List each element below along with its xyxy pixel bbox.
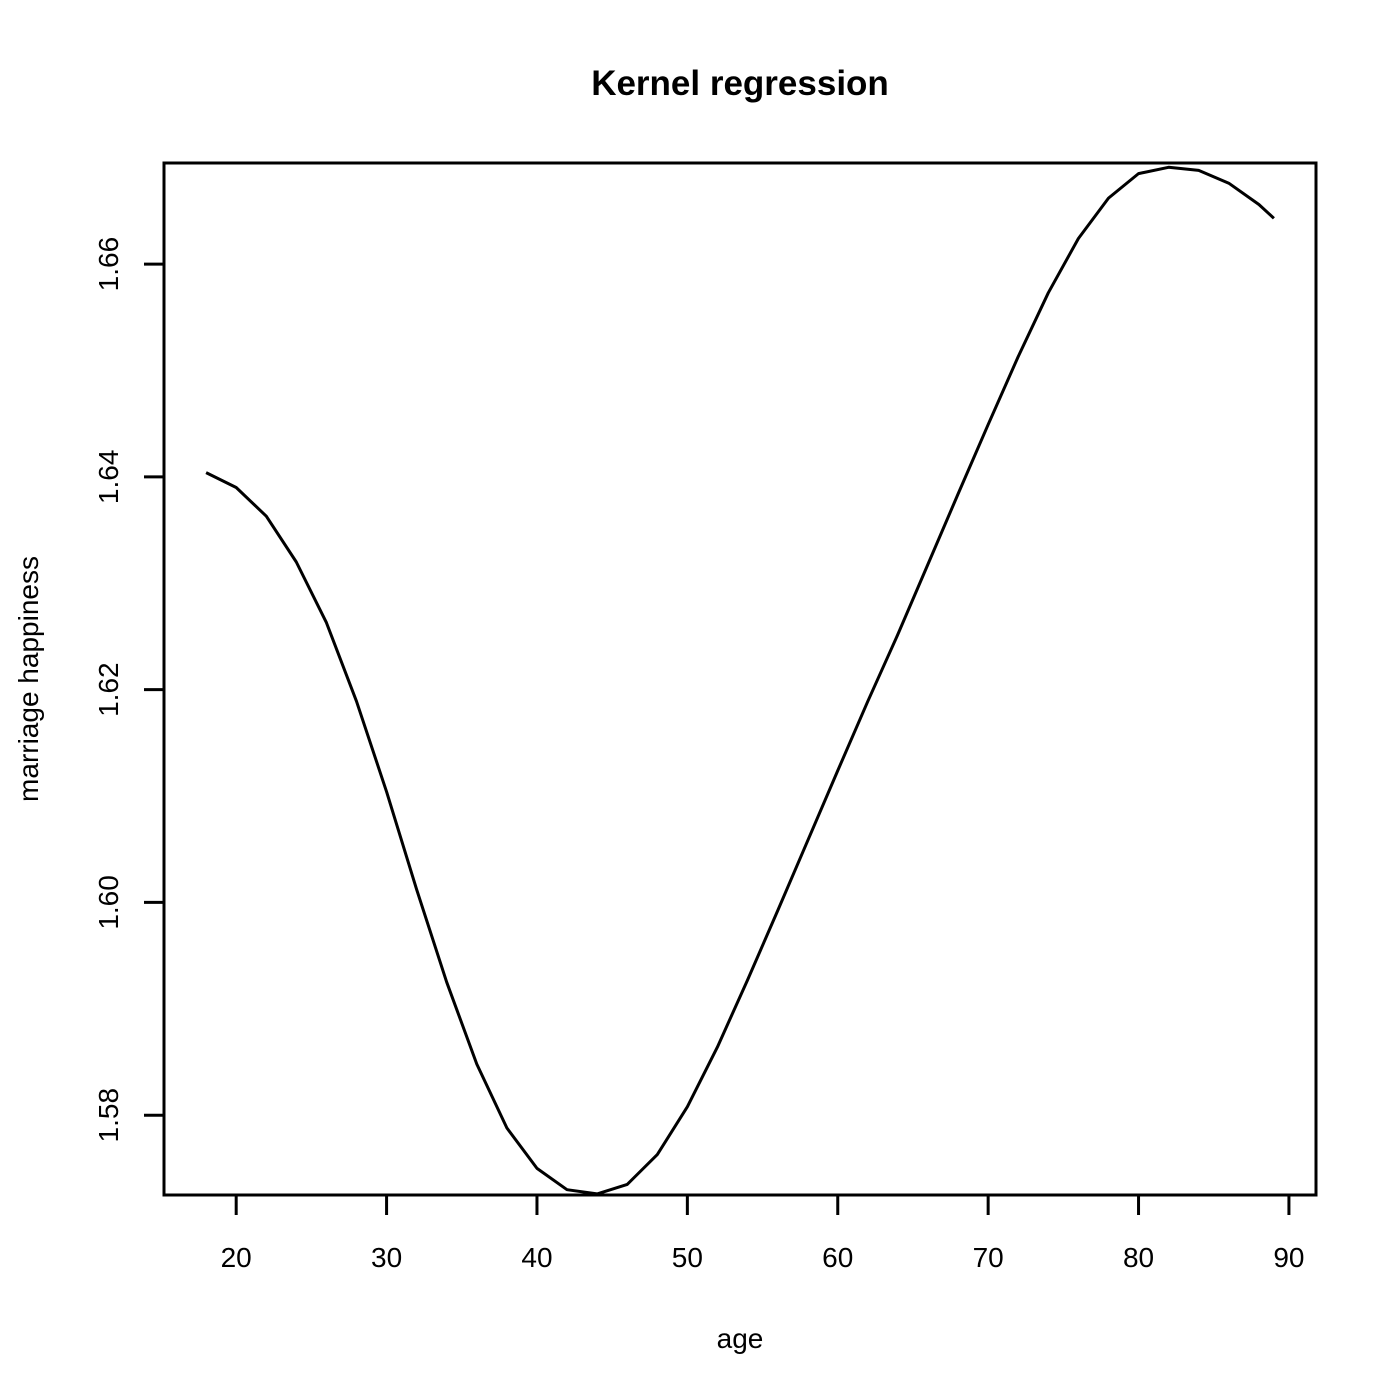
x-tick-label-90: 90 [1273, 1242, 1304, 1273]
x-tick-label-80: 80 [1123, 1242, 1154, 1273]
y-tick-label-1.58: 1.58 [93, 1088, 124, 1143]
y-tick-label-1.62: 1.62 [93, 662, 124, 717]
x-axis-label: age [717, 1323, 764, 1354]
x-tick-label-30: 30 [371, 1242, 402, 1273]
x-tick-label-60: 60 [822, 1242, 853, 1273]
y-axis-label: marriage happiness [13, 556, 44, 802]
x-tick-label-70: 70 [973, 1242, 1004, 1273]
y-tick-label-1.60: 1.60 [93, 875, 124, 930]
chart-title: Kernel regression [591, 64, 889, 103]
x-tick-label-50: 50 [672, 1242, 703, 1273]
y-tick-label-1.66: 1.66 [93, 237, 124, 292]
y-tick-label-1.64: 1.64 [93, 450, 124, 505]
x-tick-label-40: 40 [521, 1242, 552, 1273]
x-axis: 20 30 40 50 60 70 80 90 [221, 1193, 1305, 1273]
regression-line [205, 165, 1275, 1196]
x-tick-label-20: 20 [221, 1242, 252, 1273]
plot-frame [162, 161, 1318, 1197]
y-axis: 1.58 1.60 1.62 1.64 1.66 [93, 237, 166, 1143]
